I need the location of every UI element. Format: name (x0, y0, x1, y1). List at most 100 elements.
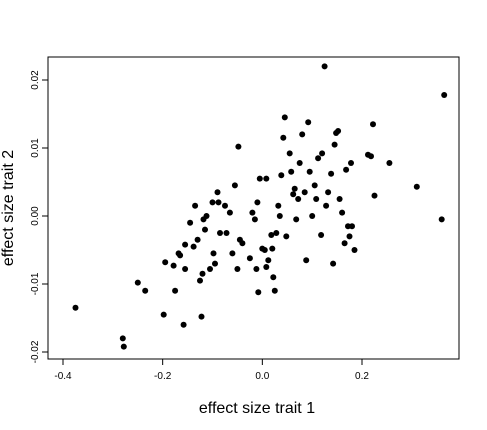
data-point (239, 240, 246, 247)
data-point (441, 92, 448, 98)
data-point (254, 199, 261, 206)
data-point (288, 168, 295, 175)
data-point (207, 266, 213, 272)
data-point (296, 160, 303, 166)
data-point (319, 150, 326, 157)
data-point (72, 304, 79, 311)
data-point (251, 216, 258, 223)
data-point (197, 277, 203, 284)
data-point (194, 236, 201, 243)
data-point (210, 250, 217, 257)
data-point (323, 202, 330, 209)
data-point (212, 260, 218, 267)
data-point (321, 63, 328, 70)
data-point (306, 168, 313, 175)
data-point (217, 230, 223, 236)
data-point (268, 232, 275, 238)
data-point (234, 266, 241, 272)
data-point (187, 219, 194, 226)
data-point (295, 196, 302, 202)
data-point (172, 287, 179, 294)
data-point (280, 134, 287, 141)
data-point (134, 279, 141, 286)
data-point (336, 196, 343, 202)
data-point (301, 189, 308, 196)
data-point (386, 160, 393, 166)
data-point (263, 175, 270, 182)
data-point (351, 247, 358, 253)
data-point (249, 209, 256, 216)
data-point (199, 270, 206, 277)
data-point (269, 245, 276, 252)
data-point (299, 131, 306, 138)
data-point (203, 213, 210, 219)
y-tick-label: -0.01 (30, 272, 41, 295)
data-point (271, 287, 278, 294)
data-point (349, 223, 355, 230)
data-point (182, 266, 189, 272)
data-point (276, 213, 283, 219)
data-point (209, 199, 216, 206)
data-point (371, 192, 378, 199)
data-point (198, 313, 205, 320)
data-point (270, 274, 277, 281)
points-layer (72, 63, 448, 350)
data-point (278, 172, 285, 179)
data-point (160, 311, 167, 318)
data-point (162, 259, 169, 266)
data-point (231, 182, 238, 189)
data-point (265, 257, 272, 264)
plot-frame (47, 56, 460, 360)
data-point (291, 185, 298, 192)
data-point (346, 233, 353, 240)
data-point (438, 216, 445, 223)
x-axis-title: effect size trait 1 (199, 400, 315, 417)
data-point (318, 232, 325, 238)
data-point (192, 202, 199, 209)
data-point (331, 141, 338, 148)
data-point (341, 240, 348, 247)
data-point (328, 170, 335, 177)
data-point (214, 189, 221, 196)
data-point (368, 153, 374, 160)
x-tick-label: 0.0 (255, 371, 269, 382)
data-point (226, 209, 233, 216)
y-axis: -0.02 -0.01 0.00 0.01 0.02 (30, 70, 48, 363)
data-point (263, 264, 270, 270)
data-point (253, 266, 260, 272)
data-point (170, 262, 177, 269)
data-point (229, 250, 236, 257)
data-point (343, 166, 350, 173)
data-point (120, 343, 127, 350)
data-point (215, 199, 222, 206)
data-point (190, 243, 197, 250)
data-point (223, 230, 230, 236)
y-axis-title: effect size trait 2 (0, 150, 17, 266)
data-point (413, 183, 420, 190)
data-point (235, 143, 242, 150)
data-point (255, 289, 262, 296)
data-point (335, 128, 342, 134)
data-point (311, 182, 318, 189)
data-point (348, 160, 354, 166)
data-point (180, 321, 187, 328)
x-axis: -0.4 -0.2 0.0 0.2 (54, 359, 369, 382)
data-point (119, 335, 126, 342)
data-point (246, 255, 253, 262)
data-point (339, 209, 346, 216)
x-tick-label: -0.4 (54, 371, 72, 382)
data-point (182, 241, 189, 248)
x-tick-label: 0.2 (355, 371, 369, 382)
y-tick-label: 0.00 (30, 206, 41, 226)
data-point (293, 216, 300, 223)
data-point (275, 202, 282, 209)
data-point (256, 175, 263, 182)
data-point (309, 213, 316, 219)
data-point (283, 233, 290, 240)
y-tick-label: 0.01 (30, 138, 41, 158)
data-point (281, 114, 288, 121)
data-point (303, 257, 310, 264)
y-tick-label: 0.02 (30, 70, 41, 90)
data-point (330, 260, 337, 267)
